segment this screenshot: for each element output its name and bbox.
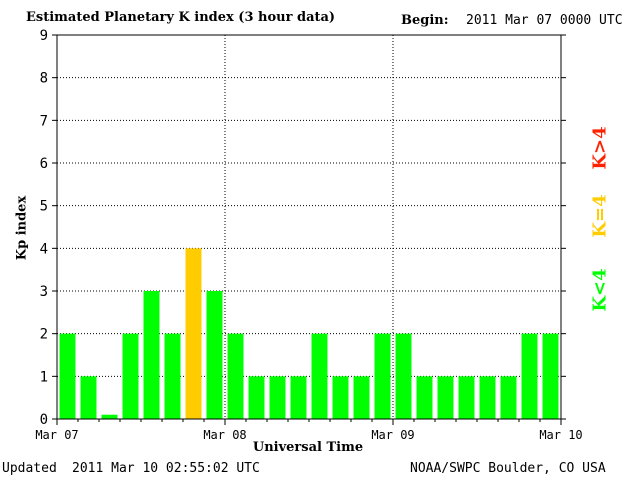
kp-bar xyxy=(374,333,391,419)
source-credit: NOAA/SWPC Boulder, CO USA xyxy=(410,461,606,476)
y-tick-label: 0 xyxy=(40,412,48,428)
kp-bar xyxy=(248,376,265,419)
y-tick-label: 2 xyxy=(40,327,48,343)
kp-bar xyxy=(122,333,139,419)
kp-bar xyxy=(542,333,559,419)
kp-bar xyxy=(395,333,412,419)
y-tick-label: 6 xyxy=(40,156,48,172)
kp-bar xyxy=(521,333,538,419)
kp-bar xyxy=(479,376,496,419)
y-tick-label: 4 xyxy=(40,241,48,257)
updated-value: 2011 Mar 10 02:55:02 UTC xyxy=(72,461,260,476)
x-tick-label: Mar 10 xyxy=(539,428,582,442)
kp-bar xyxy=(437,376,454,419)
x-tick-label: Mar 09 xyxy=(371,428,414,442)
kp-bar xyxy=(269,376,286,419)
kp-bar xyxy=(164,333,181,419)
y-tick-label: 5 xyxy=(40,199,48,215)
kp-bar xyxy=(353,376,370,419)
begin-value: 2011 Mar 07 0000 UTC xyxy=(466,13,623,28)
y-tick-label: 1 xyxy=(40,369,48,385)
begin-label: Begin: xyxy=(401,13,449,28)
kp-bar xyxy=(59,333,76,419)
y-tick-label: 9 xyxy=(40,28,48,44)
kp-bar xyxy=(416,376,433,419)
kp-bar xyxy=(101,414,118,419)
kp-bar xyxy=(500,376,517,419)
chart-title: Estimated Planetary K index (3 hour data… xyxy=(26,10,336,25)
x-tick-label: Mar 07 xyxy=(35,428,78,442)
kp-bar xyxy=(227,333,244,419)
kp-bar xyxy=(80,376,97,419)
kp-bar xyxy=(290,376,307,419)
updated-label: Updated xyxy=(2,461,57,476)
y-tick-label: 3 xyxy=(40,284,48,300)
x-axis-label: Universal Time xyxy=(252,440,364,455)
kp-bar xyxy=(311,333,328,419)
y-tick-label: 7 xyxy=(40,113,48,129)
kp-bar xyxy=(185,248,202,419)
x-tick-label: Mar 08 xyxy=(203,428,246,442)
kp-bar xyxy=(332,376,349,419)
y-tick-label: 8 xyxy=(40,71,48,87)
kp-bar xyxy=(143,291,160,419)
kp-bar xyxy=(458,376,475,419)
kp-bar xyxy=(206,291,223,419)
